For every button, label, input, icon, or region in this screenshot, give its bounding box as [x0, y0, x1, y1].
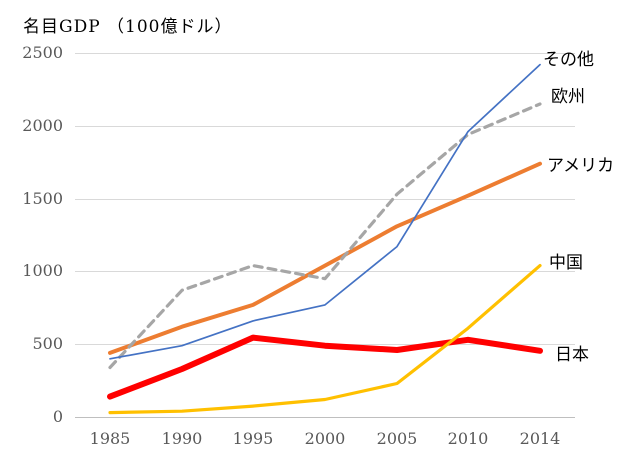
- x-tick-label-2014: 2014: [519, 429, 561, 448]
- y-tick-label-1500: 1500: [22, 188, 63, 208]
- series-line-america: [108, 161, 542, 355]
- series-label-usa: アメリカ: [547, 156, 615, 176]
- x-tick-label-2000: 2000: [304, 429, 346, 448]
- chart-title: 名目GDP （100億ドル）: [23, 17, 233, 37]
- y-tick-label-1000: 1000: [22, 261, 63, 281]
- y-tick-label-500: 500: [32, 334, 63, 354]
- x-tick-label-2010: 2010: [447, 429, 489, 448]
- x-tick-label-2005: 2005: [376, 429, 418, 448]
- x-tick-label-1990: 1990: [161, 429, 203, 448]
- series-label-europe: 欧州: [551, 87, 585, 107]
- series-line-nihon: [107, 334, 543, 400]
- x-tick-label-1995: 1995: [232, 429, 274, 448]
- series-label-japan: 日本: [555, 345, 589, 365]
- y-tick-label-2500: 2500: [22, 43, 63, 62]
- y-tick-label-0: 0: [52, 407, 63, 426]
- series-label-others: その他: [543, 50, 594, 70]
- series-label-china: 中国: [549, 253, 583, 273]
- series-line-chugoku: [108, 264, 542, 415]
- series-line-oshu: [108, 102, 542, 370]
- y-tick-label-2000: 2000: [22, 115, 63, 135]
- series-line-sonota: [109, 63, 541, 360]
- x-tick-label-1985: 1985: [89, 429, 131, 448]
